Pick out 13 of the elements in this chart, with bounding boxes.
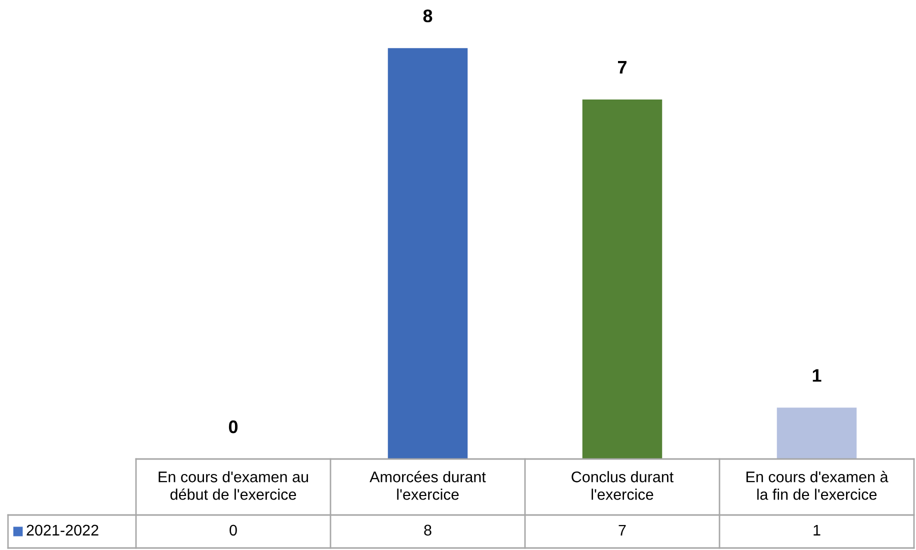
- text: 1: [812, 369, 822, 382]
- data-label: 7: [618, 524, 626, 536]
- data-label: 8: [424, 524, 432, 536]
- x-tick-label: Conclus durant l'exercice: [572, 471, 674, 500]
- x-tick-label: Amorcées durant l'exercice: [370, 470, 486, 500]
- x-tick-label: En cours d'examen à la fin de l'exercice: [746, 470, 888, 500]
- legend-label: 2021-2022: [26, 524, 98, 536]
- x-tick-label: En cours d'examen au début de l'exercice: [158, 471, 308, 500]
- text: 0: [228, 420, 238, 434]
- text: 8: [423, 10, 432, 22]
- data-label: 0: [230, 524, 237, 536]
- text: 7: [618, 61, 626, 74]
- data-label: 1: [814, 524, 820, 536]
